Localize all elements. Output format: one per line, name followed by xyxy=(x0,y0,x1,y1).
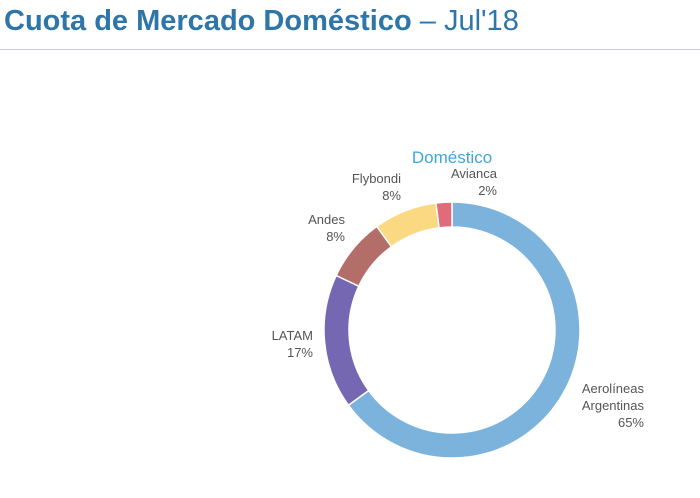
chart-title: Doméstico xyxy=(412,148,492,167)
label-aerolineas-argentinas: Aerolíneas Argentinas 65% xyxy=(582,381,645,430)
title-main: Cuota de Mercado Doméstico xyxy=(4,5,412,37)
title-period: Jul'18 xyxy=(443,5,519,37)
title-separator: – xyxy=(419,5,436,37)
label-avianca: Avianca 2% xyxy=(451,166,498,198)
slice-avianca xyxy=(435,201,453,229)
donut-slices xyxy=(323,201,581,459)
slice-aerolineas-argentinas xyxy=(347,201,581,459)
slice-latam xyxy=(323,274,370,407)
page-title: Cuota de Mercado Doméstico – Jul'18 xyxy=(4,2,519,40)
header-divider xyxy=(0,49,700,50)
slice-labels: Aerolíneas Argentinas 65% LATAM 17% Andes 8%Fl… xyxy=(272,166,645,430)
slice-flybondi xyxy=(375,202,440,248)
label-latam: LATAM 17% xyxy=(272,328,314,360)
label-andes: Andes 8% xyxy=(308,212,345,244)
label-flybondi: Flybondi 8% xyxy=(352,171,402,203)
